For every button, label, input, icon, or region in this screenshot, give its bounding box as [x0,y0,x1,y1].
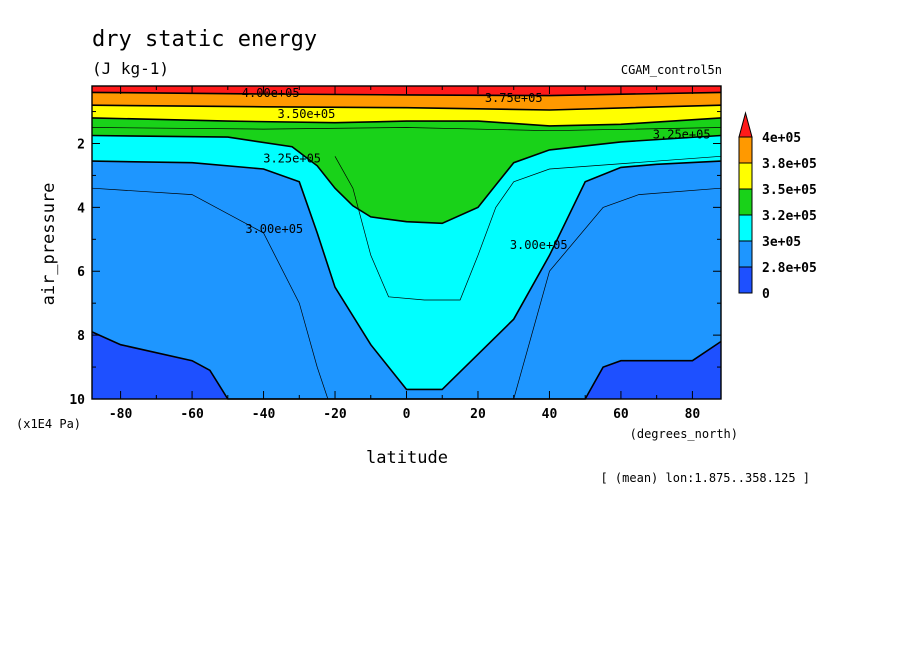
x-tick-label: -40 [252,407,276,422]
contour-label-6: 3.00e+05 [510,238,568,252]
thin-contour-line-1 [334,155,722,301]
y-axis-label: air_pressure [39,183,59,306]
y-tick-label: 10 [69,393,85,408]
colorbar-swatch [738,188,753,216]
x-tick-label: -60 [180,407,204,422]
x-tick-label: 40 [542,407,558,422]
x-units-label: (degrees_north) [630,427,738,441]
colorbar-label: 0 [762,287,770,302]
contour-line-5 [91,91,722,97]
units-label: (J kg-1) [92,59,169,78]
mean-note: [ (mean) lon:1.875..358.125 ] [600,471,810,485]
colorbar-label: 3.5e+05 [762,183,817,198]
colorbar-swatch [738,136,753,164]
band-3.2e+05-3.5e+05 [92,117,721,224]
band-3e+05-3.2e+05 [92,135,721,390]
y-tick-label: 4 [77,201,85,216]
thin-contour-line-2 [513,187,722,400]
contour-label-2: 3.50e+05 [278,107,336,121]
plot-area: 4.00e+05 3.75e+05 3.50e+05 3.25e+05 3.25e+05… [69,85,722,422]
thin-contour-line-0 [91,187,329,400]
band-2.8e+05-3e+05 [92,161,721,399]
contour-label-3: 3.25e+05 [653,128,711,142]
contour-line-2 [91,134,722,225]
contour-line-1 [91,160,722,391]
y-units-label: (x1E4 Pa) [16,417,81,431]
colorbar-swatch [738,266,753,294]
contour-label-4: 3.25e+05 [263,152,321,166]
x-tick-label: -80 [109,407,133,422]
contour-line-3 [91,117,722,127]
band-3.8e+05-4e+05 [92,92,721,110]
thin-contour-line-3 [91,127,722,132]
y-tick-label: 6 [77,265,85,280]
colorbar-swatch [738,214,753,242]
colorbar-label: 3.2e+05 [762,209,817,224]
x-tick-label: 80 [685,407,701,422]
colorbar-label: 3e+05 [762,235,801,250]
colorbar-label: 4e+05 [762,131,801,146]
x-tick-label: 60 [613,407,629,422]
colorbar-label: 2.8e+05 [762,261,817,276]
colorbar-swatch [738,240,753,268]
x-tick-label: -20 [323,407,347,422]
run-label: CGAM_control5n [621,63,722,77]
contour-label-5: 3.00e+05 [245,222,303,236]
contour-label-0: 4.00e+05 [242,86,300,100]
chart-title: dry static energy [92,27,317,52]
x-tick-label: 0 [403,407,411,422]
x-axis-label: latitude [366,448,448,468]
contour-label-1: 3.75e+05 [485,91,543,105]
x-tick-label: 20 [470,407,486,422]
colorbar: 4e+05 3.8e+05 3.5e+05 3.2e+05 3e+05 2.8e+05 0 [738,111,817,302]
y-tick-label: 2 [77,137,85,152]
colorbar-swatch [738,162,753,190]
colorbar-arrow [738,111,753,138]
contour-line-4 [91,104,722,111]
y-tick-label: 8 [77,329,85,344]
colorbar-label: 3.8e+05 [762,157,817,172]
